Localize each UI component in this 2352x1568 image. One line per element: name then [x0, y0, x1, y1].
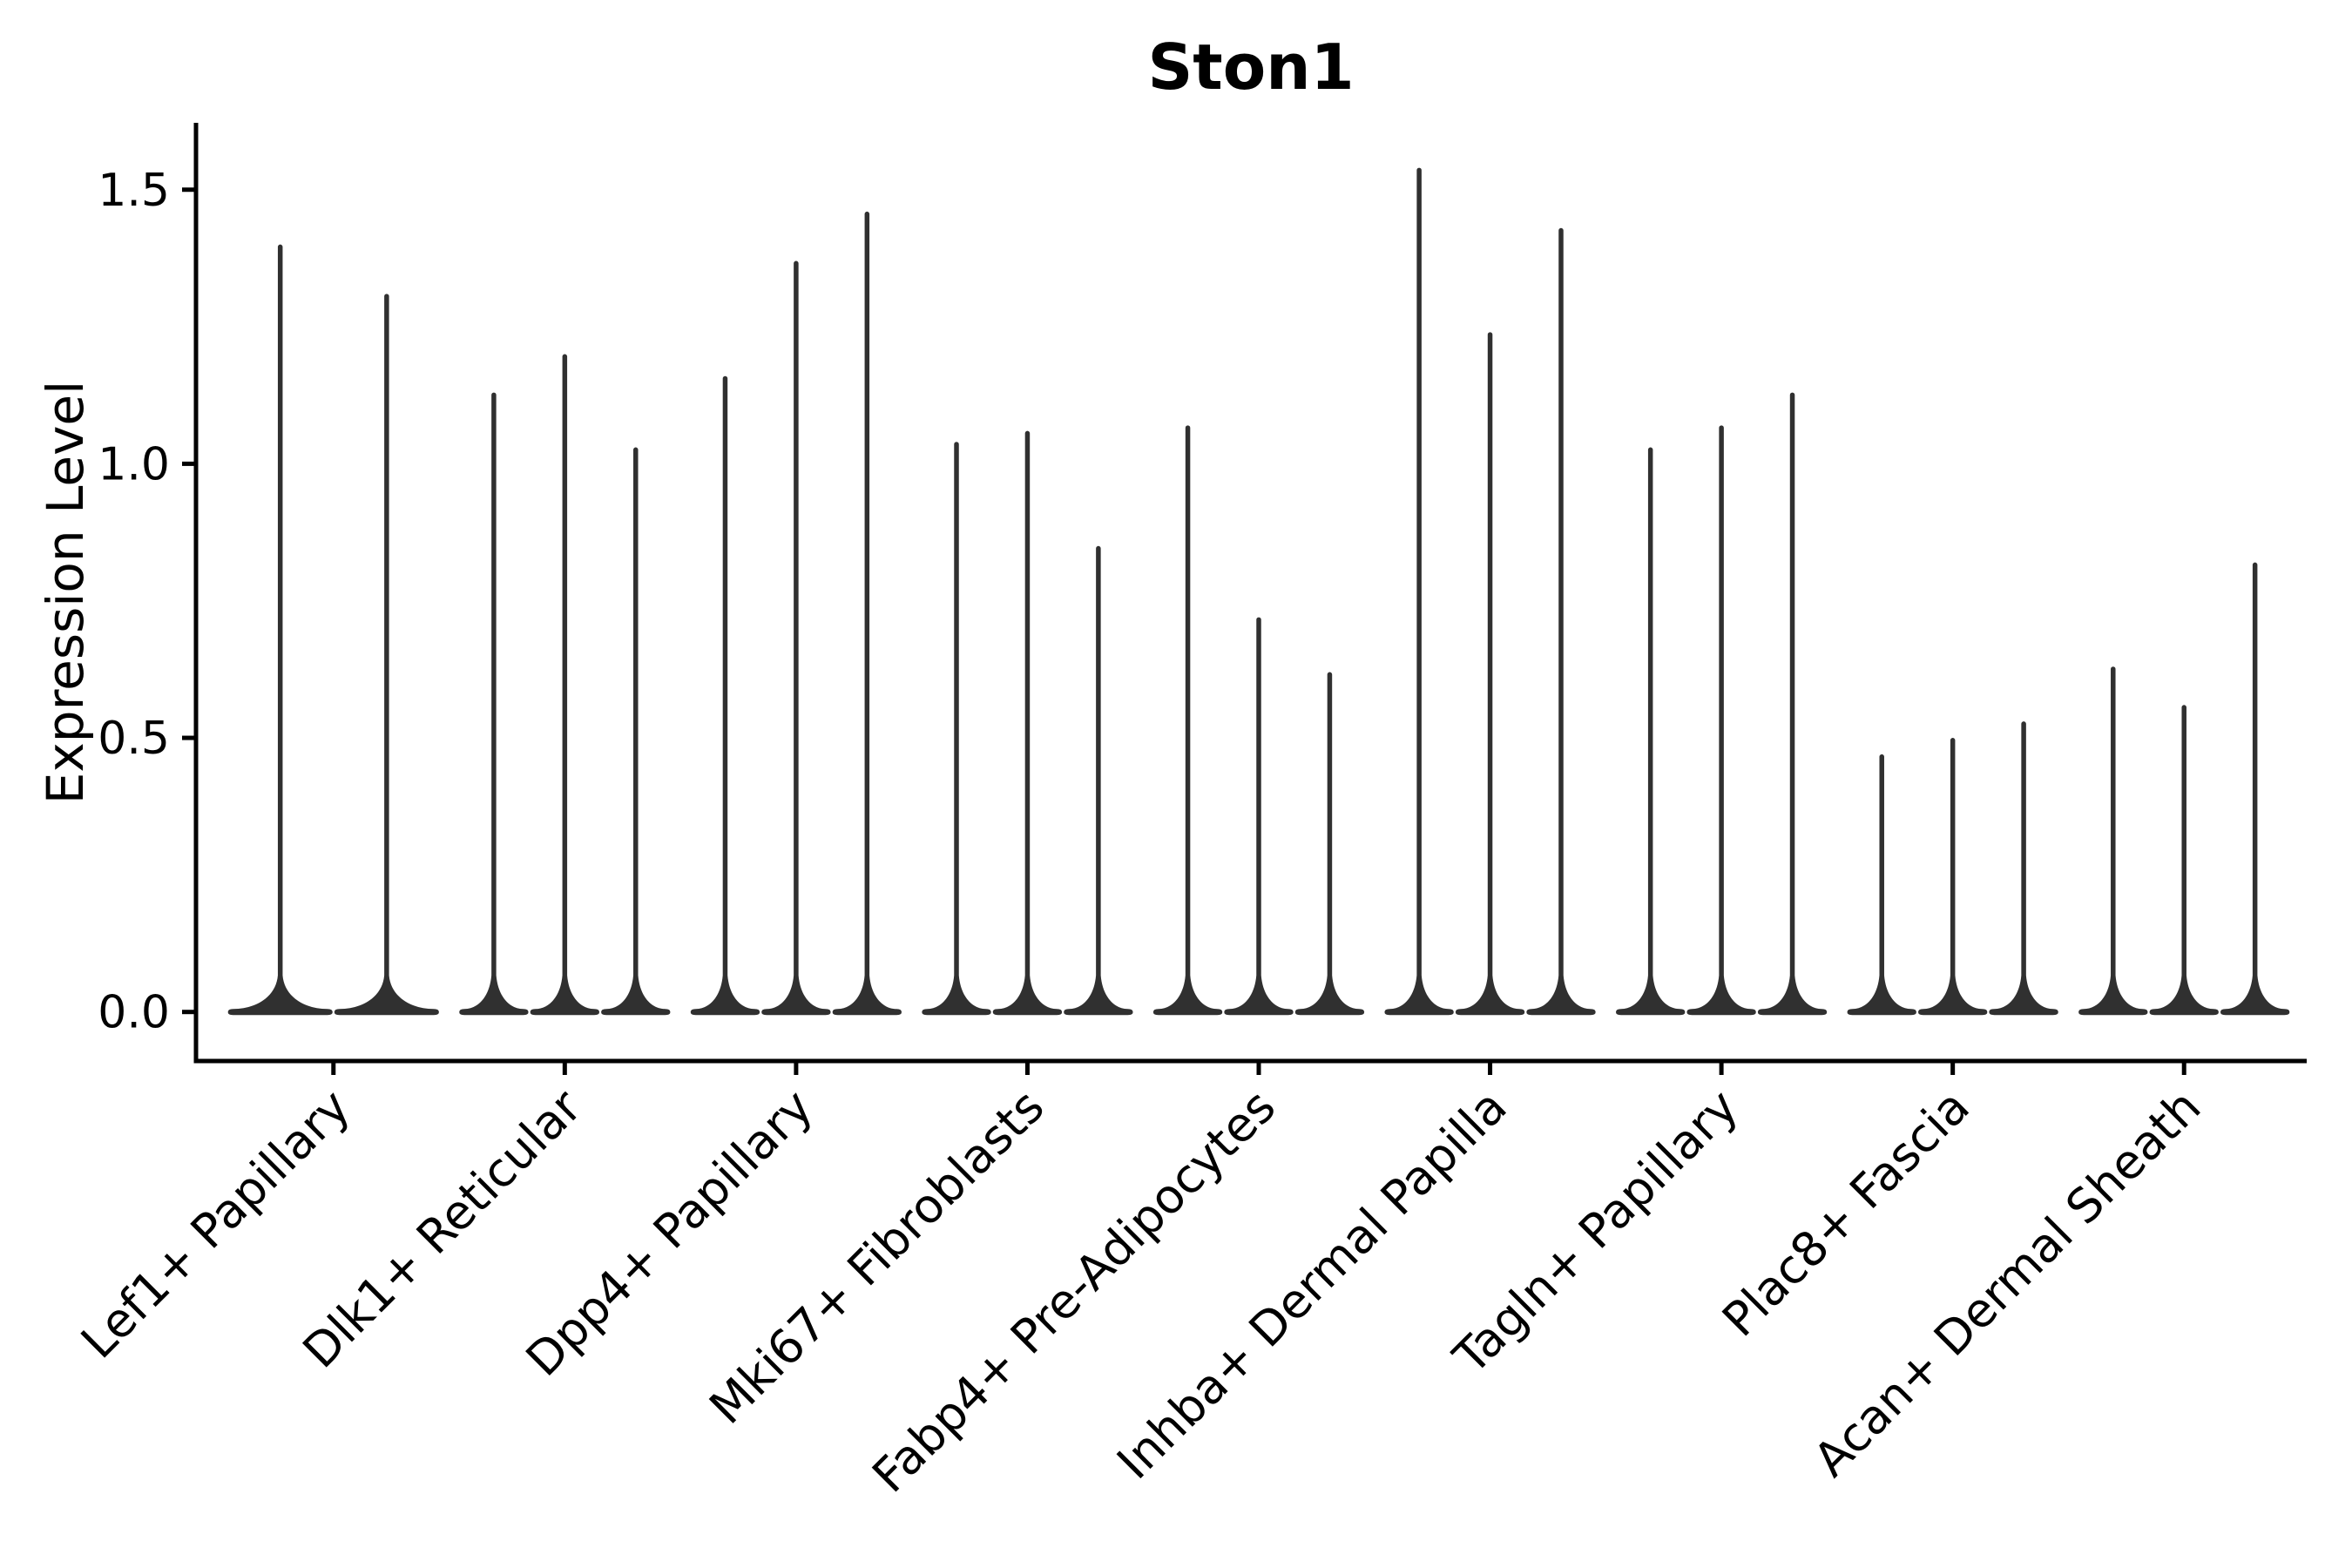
- violin: [227, 244, 333, 1016]
- violin: [992, 430, 1063, 1016]
- y-tick-label: 0.0: [98, 987, 170, 1039]
- violin: [1526, 227, 1596, 1016]
- axes-layer: [182, 123, 2307, 1075]
- violin: [1757, 392, 1828, 1016]
- violin: [1615, 447, 1686, 1016]
- violin: [1847, 754, 1916, 1016]
- x-category-label: Fabp4+ Pre-Adipocytes: [862, 1079, 1286, 1504]
- y-tick-label: 0.5: [98, 713, 170, 765]
- y-tick-label: 1.5: [98, 165, 170, 217]
- violin: [334, 294, 439, 1016]
- violin: [601, 447, 671, 1016]
- violin: [1384, 167, 1454, 1016]
- violin: [832, 211, 902, 1016]
- violin: [1917, 738, 1988, 1016]
- violins-layer: [227, 167, 2290, 1016]
- x-category-label: Acan+ Dermal Sheath: [1803, 1079, 2211, 1487]
- violin: [2220, 562, 2290, 1016]
- y-axis-label: Expression Level: [36, 381, 95, 804]
- violin: [1152, 425, 1223, 1016]
- violin: [690, 375, 760, 1016]
- violin: [1294, 672, 1365, 1016]
- violin: [1686, 425, 1756, 1016]
- violin: [761, 260, 831, 1016]
- violin: [1224, 617, 1294, 1016]
- violin: [1455, 332, 1525, 1016]
- violin: [1064, 545, 1133, 1016]
- x-category-label: Plac8+ Fascia: [1712, 1079, 1980, 1348]
- violin: [2149, 705, 2219, 1016]
- violin: [2078, 666, 2148, 1016]
- violin: [530, 354, 600, 1016]
- violin: [459, 392, 529, 1016]
- violin: [922, 442, 991, 1016]
- y-tick-label: 1.0: [98, 438, 170, 490]
- violin: [1989, 721, 2058, 1016]
- chart-title: Ston1: [1147, 30, 1354, 104]
- x-category-label: Inhba+ Dermal Papilla: [1106, 1079, 1517, 1490]
